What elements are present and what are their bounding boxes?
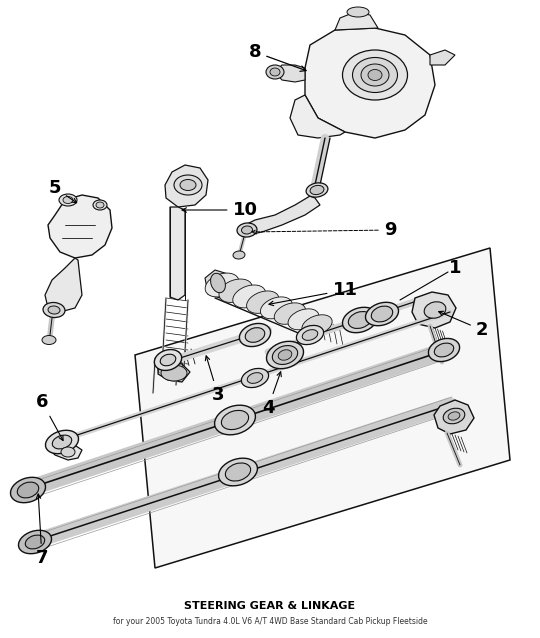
Ellipse shape <box>174 175 202 195</box>
Polygon shape <box>205 270 230 298</box>
Polygon shape <box>290 95 345 138</box>
Ellipse shape <box>302 330 318 340</box>
Ellipse shape <box>10 477 45 503</box>
Polygon shape <box>48 195 112 258</box>
Ellipse shape <box>42 336 56 345</box>
Ellipse shape <box>260 297 292 319</box>
Ellipse shape <box>233 285 266 308</box>
Ellipse shape <box>48 306 60 314</box>
Ellipse shape <box>63 197 73 204</box>
Text: 10: 10 <box>182 201 258 219</box>
Ellipse shape <box>17 482 39 498</box>
Ellipse shape <box>361 64 389 86</box>
Ellipse shape <box>306 183 328 197</box>
Ellipse shape <box>372 306 393 322</box>
Ellipse shape <box>52 435 72 449</box>
Ellipse shape <box>211 273 225 293</box>
Polygon shape <box>434 400 474 434</box>
Ellipse shape <box>272 346 298 364</box>
Ellipse shape <box>270 68 280 76</box>
Text: 8: 8 <box>249 43 306 71</box>
Polygon shape <box>165 165 208 207</box>
Text: 7: 7 <box>36 494 48 567</box>
Ellipse shape <box>219 458 258 486</box>
Ellipse shape <box>154 350 181 371</box>
Ellipse shape <box>233 251 245 259</box>
Ellipse shape <box>241 226 253 234</box>
Text: STEERING GEAR & LINKAGE: STEERING GEAR & LINKAGE <box>185 601 355 611</box>
Ellipse shape <box>348 311 372 329</box>
Ellipse shape <box>59 194 77 206</box>
Ellipse shape <box>221 410 248 429</box>
Ellipse shape <box>353 57 397 93</box>
Polygon shape <box>135 248 510 568</box>
Ellipse shape <box>247 373 263 383</box>
Ellipse shape <box>93 200 107 210</box>
Ellipse shape <box>296 325 323 345</box>
Ellipse shape <box>424 302 446 318</box>
Ellipse shape <box>302 315 332 335</box>
Text: 9: 9 <box>252 221 396 239</box>
Polygon shape <box>305 28 435 138</box>
Ellipse shape <box>45 430 78 454</box>
Ellipse shape <box>443 408 465 424</box>
Ellipse shape <box>205 273 239 297</box>
Ellipse shape <box>366 302 399 326</box>
Text: 3: 3 <box>205 356 224 404</box>
Polygon shape <box>170 207 185 300</box>
Ellipse shape <box>347 7 369 17</box>
Polygon shape <box>275 65 305 82</box>
Text: 6: 6 <box>36 393 63 440</box>
Polygon shape <box>245 196 320 235</box>
Text: 2: 2 <box>438 311 488 339</box>
Ellipse shape <box>428 338 460 362</box>
Ellipse shape <box>342 308 377 332</box>
Ellipse shape <box>342 50 408 100</box>
Ellipse shape <box>288 309 319 330</box>
Polygon shape <box>48 440 82 460</box>
Ellipse shape <box>25 535 45 549</box>
Ellipse shape <box>219 279 252 302</box>
Ellipse shape <box>266 65 284 79</box>
Ellipse shape <box>266 341 303 369</box>
Text: 4: 4 <box>262 372 281 417</box>
Text: 1: 1 <box>449 259 461 277</box>
Ellipse shape <box>160 354 176 366</box>
Ellipse shape <box>61 447 75 457</box>
Ellipse shape <box>43 302 65 318</box>
Ellipse shape <box>278 350 292 360</box>
Ellipse shape <box>245 328 265 343</box>
Polygon shape <box>45 258 82 312</box>
Ellipse shape <box>161 365 187 381</box>
Ellipse shape <box>239 323 271 346</box>
Ellipse shape <box>237 223 257 237</box>
Ellipse shape <box>18 530 51 554</box>
Ellipse shape <box>180 179 196 191</box>
Ellipse shape <box>241 368 268 388</box>
Ellipse shape <box>448 412 460 420</box>
Ellipse shape <box>434 343 454 357</box>
Text: 5: 5 <box>49 179 77 203</box>
Polygon shape <box>335 12 378 30</box>
Ellipse shape <box>225 463 251 481</box>
Polygon shape <box>412 292 456 328</box>
Ellipse shape <box>247 291 279 313</box>
Ellipse shape <box>214 405 255 435</box>
Polygon shape <box>158 362 190 382</box>
Polygon shape <box>430 50 455 65</box>
Ellipse shape <box>368 70 382 80</box>
Ellipse shape <box>96 202 104 208</box>
Ellipse shape <box>274 303 306 324</box>
Text: 11: 11 <box>269 281 357 306</box>
Ellipse shape <box>310 186 324 195</box>
Text: for your 2005 Toyota Tundra 4.0L V6 A/T 4WD Base Standard Cab Pickup Fleetside: for your 2005 Toyota Tundra 4.0L V6 A/T … <box>113 618 427 627</box>
